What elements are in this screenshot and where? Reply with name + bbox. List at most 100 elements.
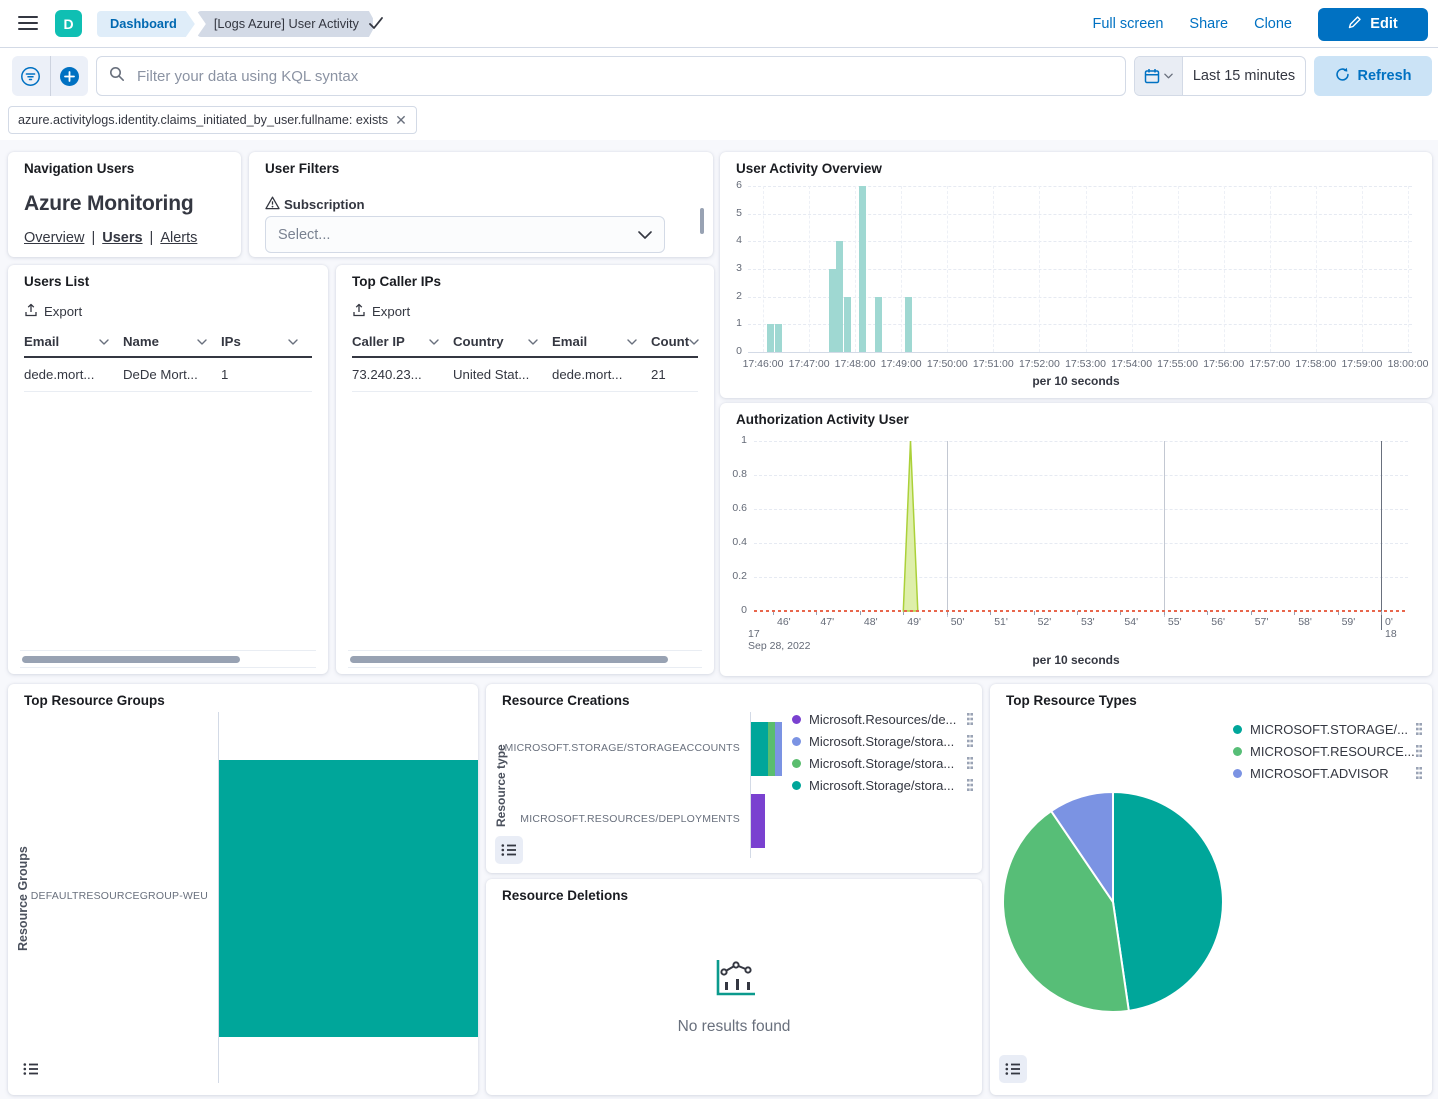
- baseline-series: [754, 610, 1408, 612]
- pie-slice-microsoft-storage[interactable]: [1112, 790, 1224, 1012]
- legend-options-icon[interactable]: [966, 756, 974, 770]
- time-range-button[interactable]: Last 15 minutes: [1192, 68, 1296, 84]
- full-screen-link[interactable]: Full screen: [1092, 16, 1164, 32]
- refresh-button[interactable]: Refresh: [1314, 56, 1432, 96]
- activity-bar[interactable]: [767, 324, 775, 352]
- add-filter-button[interactable]: [49, 56, 89, 96]
- table-row[interactable]: 73.240.23... United Stat... dede.mort... 21: [352, 358, 698, 392]
- share-link[interactable]: Share: [1189, 16, 1229, 32]
- gridline-hour: [1381, 441, 1382, 630]
- panel-title: Top Resource Types: [1006, 693, 1137, 708]
- stacked-bar-segment[interactable]: [774, 722, 782, 776]
- activity-bar[interactable]: [774, 324, 782, 352]
- panel-title: User Filters: [265, 161, 340, 176]
- legend-options-icon[interactable]: [966, 778, 974, 792]
- x-axis-tick-label: 17:46:00: [742, 358, 784, 370]
- breadcrumb-dashboard[interactable]: Dashboard: [97, 11, 195, 37]
- x-axis-tick-label: 49': [907, 616, 921, 628]
- legend-item[interactable]: MICROSOFT.STORAGE/...: [1233, 721, 1423, 737]
- export-icon: [352, 303, 366, 320]
- gridline: [754, 577, 1408, 578]
- column-header-name[interactable]: Name: [123, 334, 221, 349]
- menu-icon[interactable]: [16, 13, 40, 35]
- subscription-select[interactable]: Select...: [265, 216, 665, 253]
- x-axis-tick: [1250, 611, 1252, 615]
- calendar-icon-button[interactable]: [1135, 57, 1183, 95]
- activity-bar[interactable]: [836, 241, 844, 352]
- legend-options-icon[interactable]: [1415, 744, 1423, 758]
- column-header-count[interactable]: Count: [651, 334, 713, 349]
- category-label: DEFAULTRESOURCEGROUP-WEU: [30, 890, 208, 902]
- horizontal-scrollbar[interactable]: [22, 656, 240, 663]
- activity-spike[interactable]: [754, 440, 1408, 612]
- legend-options-icon[interactable]: [1415, 722, 1423, 736]
- legend-color-dot: [792, 780, 801, 790]
- gridline: [748, 324, 1412, 326]
- column-header-email[interactable]: Email: [24, 334, 123, 349]
- legend-options-icon[interactable]: [966, 712, 974, 726]
- filter-options-button[interactable]: [12, 56, 50, 96]
- legend-toggle-button[interactable]: [495, 836, 523, 864]
- panel-navigation-users: Navigation Users Azure Monitoring Overvi…: [8, 152, 241, 257]
- y-axis-tick-label: 0.2: [732, 570, 747, 582]
- legend-toggle-button[interactable]: [999, 1055, 1027, 1083]
- legend-options-icon[interactable]: [966, 734, 974, 748]
- activity-bar[interactable]: [874, 296, 882, 352]
- saved-check-icon: [368, 16, 384, 35]
- legend-item[interactable]: MICROSOFT.ADVISOR: [1233, 765, 1423, 781]
- y-axis-tick-label: 4: [736, 234, 742, 247]
- x-axis-tick: [773, 611, 774, 615]
- legend-item[interactable]: Microsoft.Storage/stora...: [792, 777, 974, 793]
- export-button[interactable]: Export: [352, 303, 410, 320]
- dashboard-grid: Navigation Users Azure Monitoring Overvi…: [0, 140, 1438, 1099]
- legend-item[interactable]: Microsoft.Storage/stora...: [792, 733, 974, 749]
- legend-item[interactable]: MICROSOFT.RESOURCE...: [1233, 743, 1423, 759]
- space-avatar[interactable]: D: [55, 10, 82, 37]
- column-header-country[interactable]: Country: [453, 334, 552, 349]
- horizontal-scrollbar[interactable]: [350, 656, 668, 663]
- warning-icon: [265, 196, 280, 213]
- subscription-field-label: Subscription: [265, 196, 365, 213]
- filter-bar: azure.activitylogs.identity.claims_initi…: [8, 106, 417, 134]
- table-header-row: Email Name IPs: [24, 327, 312, 358]
- gridline: [754, 509, 1408, 510]
- panel-title: Top Caller IPs: [352, 274, 442, 289]
- activity-bar[interactable]: [828, 269, 836, 352]
- table-row[interactable]: dede.mort... DeDe Mort... 1: [24, 358, 312, 392]
- legend-item[interactable]: Microsoft.Resources/de...: [792, 711, 974, 727]
- stacked-bar-segment[interactable]: [768, 722, 775, 776]
- vertical-scrollbar[interactable]: [700, 208, 704, 234]
- stacked-bar-segment[interactable]: [751, 722, 768, 776]
- clone-link[interactable]: Clone: [1254, 16, 1292, 32]
- legend-options-icon[interactable]: [1415, 766, 1423, 780]
- table-cell: dede.mort...: [24, 367, 95, 382]
- edit-button[interactable]: Edit: [1318, 7, 1428, 41]
- x-axis-tick-label: 17:52:00: [1018, 358, 1060, 370]
- export-button[interactable]: Export: [24, 303, 82, 320]
- column-header-email[interactable]: Email: [552, 334, 651, 349]
- pie-slice-microsoft-advisor[interactable]: [1049, 790, 1114, 906]
- table-cell: 1: [221, 367, 229, 382]
- legend-label: MICROSOFT.ADVISOR: [1250, 765, 1389, 781]
- y-axis-line: [750, 712, 751, 858]
- activity-bar[interactable]: [905, 296, 913, 352]
- resource-group-bar[interactable]: [219, 760, 478, 1037]
- stacked-bar-segment[interactable]: [751, 794, 765, 848]
- legend-toggle-button[interactable]: [17, 1055, 45, 1083]
- navigation-links: Overview | Users | Alerts: [24, 230, 197, 246]
- legend-item[interactable]: Microsoft.Storage/stora...: [792, 755, 974, 771]
- nav-link-users[interactable]: Users: [102, 230, 143, 246]
- column-header-ips[interactable]: IPs: [221, 334, 312, 349]
- pie-slice-microsoft-resource[interactable]: [1002, 809, 1130, 1013]
- link-separator: |: [149, 230, 154, 246]
- column-header-caller-ip[interactable]: Caller IP: [352, 334, 453, 349]
- filter-pill[interactable]: azure.activitylogs.identity.claims_initi…: [8, 106, 417, 134]
- x-axis-tick-label: 51': [994, 616, 1008, 628]
- kql-search-input[interactable]: [135, 66, 1113, 86]
- x-axis-tick-label: 52': [1037, 616, 1052, 628]
- activity-bar[interactable]: [859, 186, 867, 352]
- nav-link-overview[interactable]: Overview: [24, 230, 85, 246]
- activity-bar[interactable]: [844, 296, 851, 352]
- nav-link-alerts[interactable]: Alerts: [160, 230, 198, 246]
- remove-filter-icon[interactable]: ✕: [395, 112, 407, 128]
